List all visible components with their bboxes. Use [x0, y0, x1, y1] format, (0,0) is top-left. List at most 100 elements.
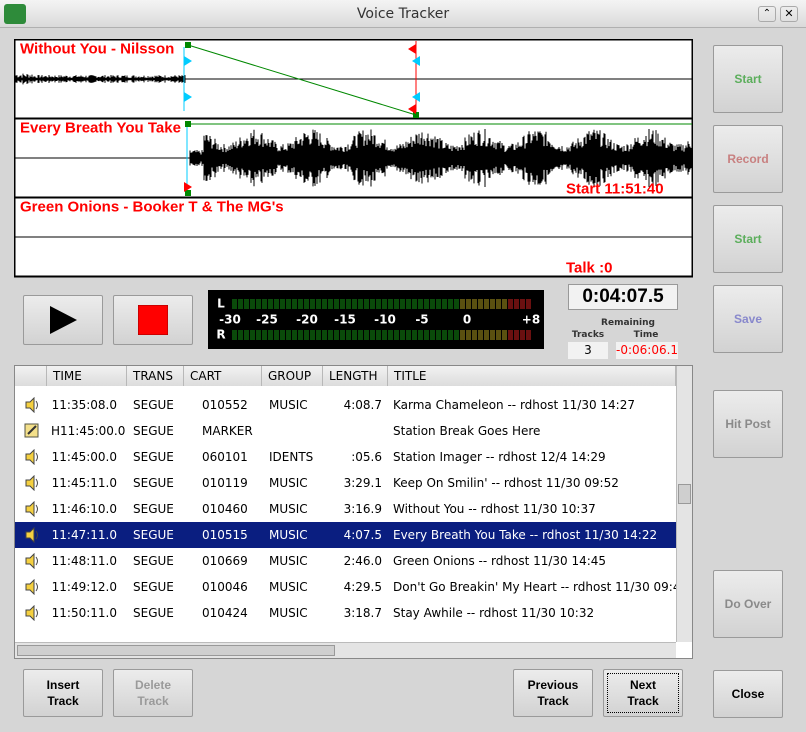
- led: [418, 299, 423, 309]
- led: [484, 299, 489, 309]
- led: [316, 299, 321, 309]
- led: [364, 299, 369, 309]
- bottom-button[interactable]: Insert Track: [23, 669, 103, 717]
- led: [514, 299, 519, 309]
- log-cell: Green Onions -- rdhost 11/30 14:45: [393, 554, 607, 568]
- column-header[interactable]: CART: [184, 366, 262, 386]
- led: [262, 330, 267, 340]
- led: [322, 299, 327, 309]
- led: [406, 299, 411, 309]
- bottom-button[interactable]: Next Track: [603, 669, 683, 717]
- led: [328, 330, 333, 340]
- hscroll-thumb[interactable]: [17, 645, 335, 656]
- maximize-button[interactable]: ⌃: [758, 6, 776, 22]
- bottom-button[interactable]: Previous Track: [513, 669, 593, 717]
- side-button[interactable]: Start: [713, 45, 783, 113]
- header-cell: [15, 366, 47, 386]
- log-row[interactable]: 11:35:08.0 SEGUE 010552 MUSIC 4:08.7 Karma Ch…: [15, 392, 676, 418]
- remaining-time: -0:06:06.1: [616, 342, 679, 359]
- led: [454, 330, 459, 340]
- log-cell: 11:45:00.0: [51, 450, 117, 464]
- marker-arrow: [412, 92, 420, 102]
- column-header[interactable]: TIME: [47, 366, 127, 386]
- led: [268, 330, 273, 340]
- log-cell: 010515: [202, 528, 248, 542]
- log-row[interactable]: H11:45:00.0 SEGUE MARKER Station Break Goes…: [15, 418, 676, 444]
- led: [364, 330, 369, 340]
- log-cell: H11:45:00.0: [51, 424, 126, 438]
- led: [310, 330, 315, 340]
- side-button[interactable]: Record: [713, 125, 783, 193]
- log-cell: MARKER: [202, 424, 253, 438]
- transport: L R -30 -25 -20 -15 -10 -5 0 +8 0:04:07.5 Remaini…: [14, 279, 693, 363]
- stop-button[interactable]: [113, 295, 193, 345]
- log-cell: SEGUE: [133, 398, 174, 412]
- log-cell: Don't Go Breakin' My Heart -- rdhost 11/…: [393, 580, 676, 594]
- track-info: Start 11:51:40: [566, 180, 664, 197]
- led: [238, 330, 243, 340]
- led: [382, 330, 387, 340]
- marker-arrow: [184, 182, 192, 192]
- led: [244, 299, 249, 309]
- led: [508, 299, 513, 309]
- log-cell: MUSIC: [269, 502, 308, 516]
- log-row[interactable]: 11:48:11.0 SEGUE 010669 MUSIC 2:46.0 Green On…: [15, 548, 676, 574]
- led: [328, 299, 333, 309]
- log-row[interactable]: 11:45:00.0 SEGUE 060101 IDENTS:05.6 Station …: [15, 444, 676, 470]
- title-bar: Voice Tracker ⌃ ✕: [0, 0, 806, 28]
- led: [472, 330, 477, 340]
- close-window-button[interactable]: ✕: [780, 6, 798, 22]
- led: [238, 299, 243, 309]
- led: [442, 330, 447, 340]
- log-row[interactable]: 11:45:11.0 SEGUE 010119 MUSIC 3:29.1 Keep On …: [15, 470, 676, 496]
- meter-left: L: [217, 297, 225, 311]
- log-row[interactable]: 11:46:10.0 SEGUE 010460 MUSIC 3:16.9 Without …: [15, 496, 676, 522]
- column-header[interactable]: LENGTH: [323, 366, 388, 386]
- led: [400, 299, 405, 309]
- side-button[interactable]: Hit Post: [713, 390, 783, 458]
- led: [334, 330, 339, 340]
- led: [280, 330, 285, 340]
- play-button[interactable]: [23, 295, 103, 345]
- bottom-button[interactable]: Close: [713, 670, 783, 718]
- led: [424, 299, 429, 309]
- bottom-button[interactable]: Delete Track: [113, 669, 193, 717]
- log-cell: 3:18.7: [343, 606, 382, 620]
- log-cell: Station Break Goes Here: [393, 424, 541, 438]
- log-cell: SEGUE: [133, 450, 174, 464]
- log-row[interactable]: 11:47:11.0 SEGUE 010515 MUSIC 4:07.5 Every Br…: [15, 522, 676, 548]
- led: [310, 299, 315, 309]
- handle: [413, 112, 419, 118]
- log-cell: MUSIC: [269, 398, 308, 412]
- led: [394, 299, 399, 309]
- column-header[interactable]: TITLE: [388, 366, 676, 386]
- log-row[interactable]: 11:50:11.0 SEGUE 010424 MUSIC 3:18.7 Stay Awh…: [15, 600, 676, 626]
- log-cell: 010460: [202, 502, 248, 516]
- track-label: Every Breath You Take: [20, 119, 181, 136]
- horizontal-scrollbar[interactable]: [15, 642, 676, 658]
- track-label: Without You - Nilsson: [20, 40, 174, 57]
- meter-scale: -5: [415, 313, 428, 327]
- audio-icon: [24, 578, 40, 596]
- led: [376, 330, 381, 340]
- log-cell: 11:46:10.0: [51, 502, 117, 516]
- side-button[interactable]: Do Over: [713, 570, 783, 638]
- led: [424, 330, 429, 340]
- audio-meter: L R-30 -25 -20 -15 -10 -5 0 +8: [208, 290, 544, 349]
- audio-icon: [24, 526, 40, 544]
- log-row[interactable]: 11:49:12.0 SEGUE 010046 MUSIC 4:29.5 Don't Go…: [15, 574, 676, 600]
- side-button[interactable]: Start: [713, 205, 783, 273]
- led: [280, 299, 285, 309]
- side-button[interactable]: Save: [713, 285, 783, 353]
- scroll-thumb[interactable]: [678, 484, 691, 504]
- log-cell: 11:35:08.0: [51, 398, 117, 412]
- led: [526, 330, 531, 340]
- vertical-scrollbar[interactable]: [676, 366, 692, 642]
- log-cell: 010424: [202, 606, 248, 620]
- led: [400, 330, 405, 340]
- log-cell: 4:29.5: [343, 580, 382, 594]
- waveform: [15, 73, 186, 85]
- column-header[interactable]: GROUP: [262, 366, 323, 386]
- column-header[interactable]: TRANS: [127, 366, 184, 386]
